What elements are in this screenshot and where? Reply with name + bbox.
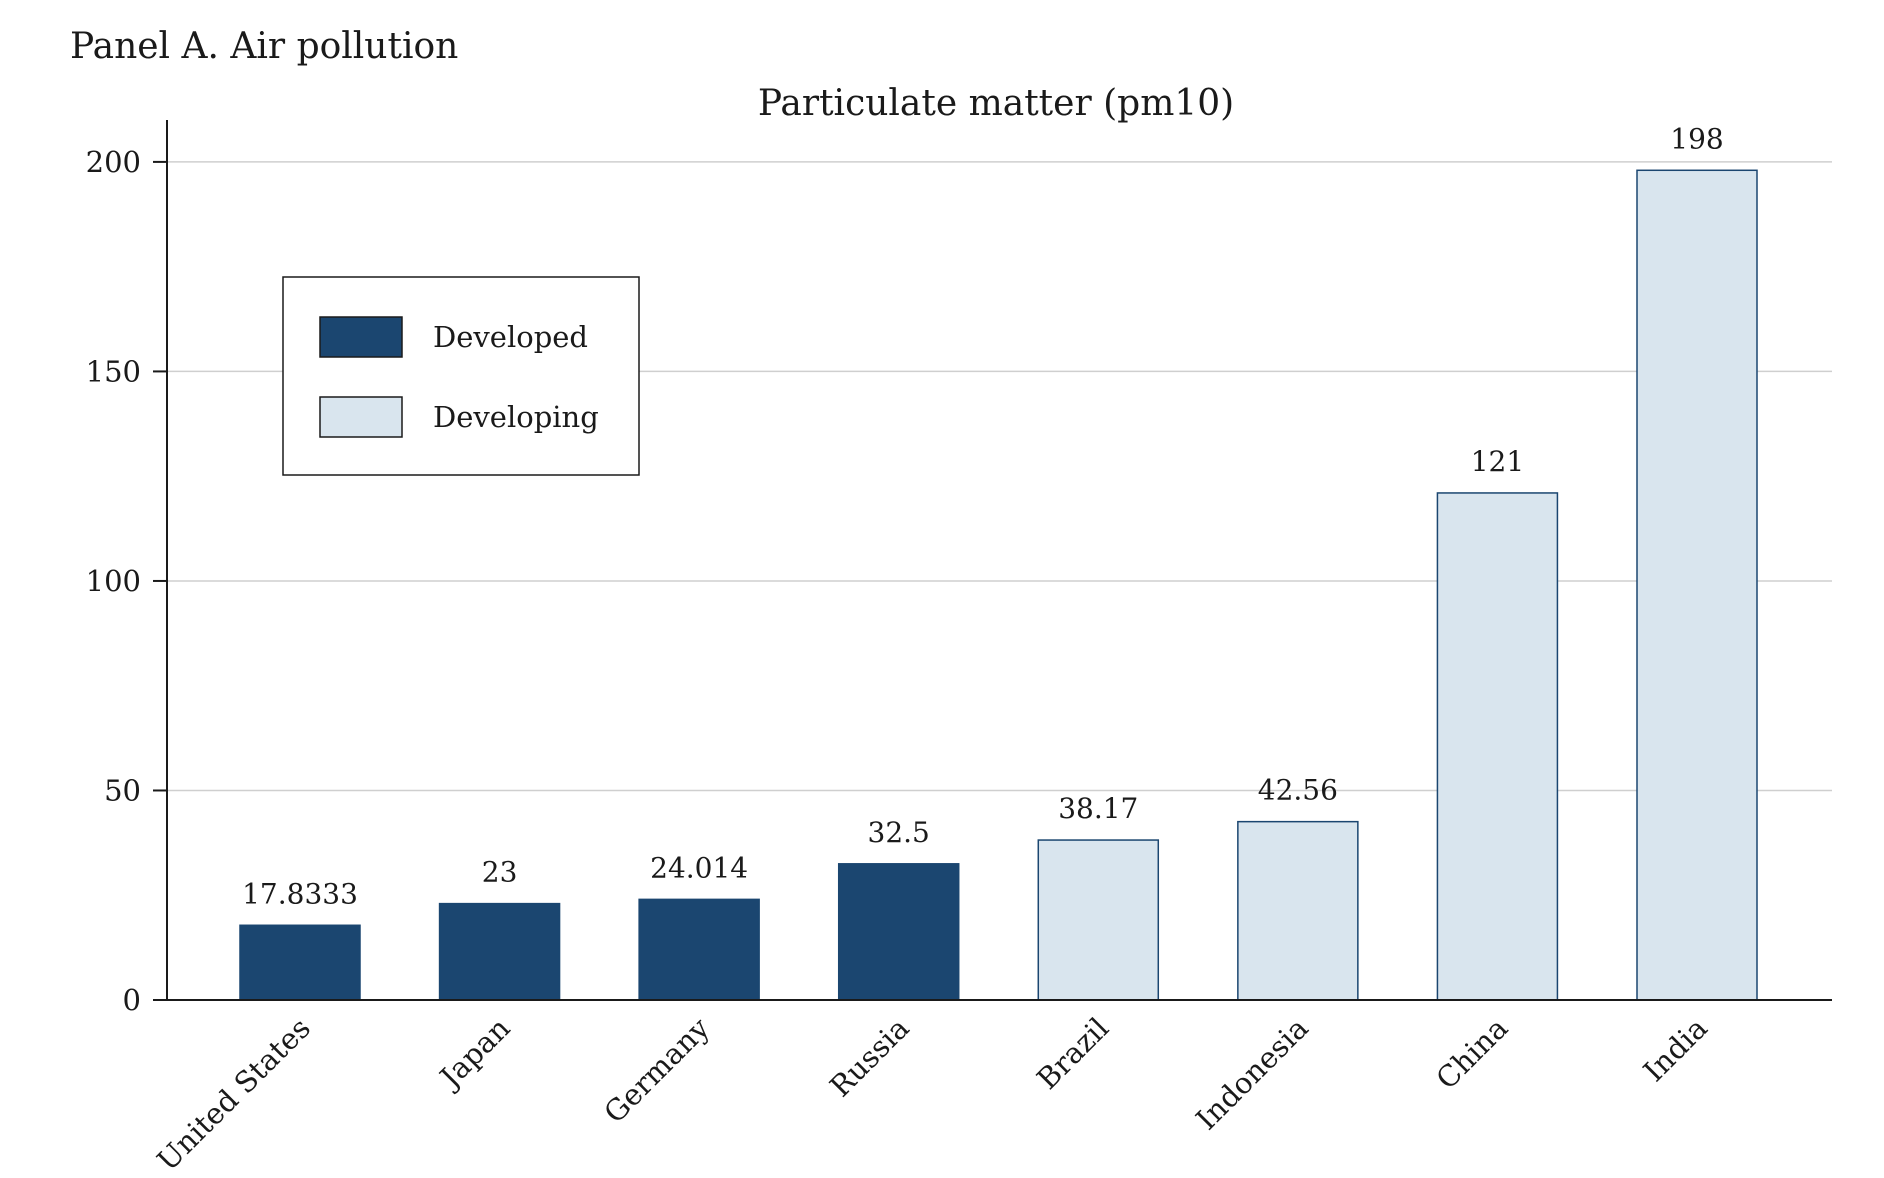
y-tick-label: 150: [86, 354, 141, 388]
legend-swatch-developing: [319, 396, 403, 438]
data-label: 121: [1471, 445, 1524, 478]
data-label: 32.5: [868, 816, 930, 849]
x-tick-label: Brazil: [1030, 1011, 1115, 1096]
legend-label: Developing: [433, 400, 599, 434]
legend-label: Developed: [433, 320, 588, 354]
x-tick-label: Indonesia: [1189, 1011, 1314, 1136]
bar-germany: [638, 898, 760, 1001]
y-tick-label: 0: [123, 983, 141, 1017]
axes: [153, 120, 1832, 1001]
x-tick-label: China: [1429, 1011, 1514, 1096]
y-tick-label: 100: [86, 564, 141, 598]
data-label: 17.8333: [242, 877, 358, 910]
legend-box: [282, 276, 640, 476]
data-label: 24.014: [650, 851, 748, 884]
x-tick-label: India: [1637, 1011, 1714, 1088]
bar-russia: [837, 863, 960, 1001]
data-label: 23: [482, 856, 518, 889]
bar-china: [1436, 492, 1559, 1001]
gridlines: [167, 161, 1832, 792]
legend: Developed Developing: [282, 276, 640, 476]
legend-swatch-developed: [319, 316, 403, 358]
chart-title: Particulate matter (pm10): [758, 83, 1234, 124]
x-tick-label: Russia: [823, 1011, 916, 1104]
bar-india: [1636, 169, 1758, 1001]
x-tick-label: Germany: [597, 1010, 716, 1129]
bar-japan: [438, 902, 561, 1001]
data-label: 42.56: [1258, 774, 1338, 807]
x-tick-label: Japan: [431, 1011, 516, 1096]
y-tick-label: 200: [86, 145, 141, 179]
y-tick-label: 50: [104, 773, 141, 807]
data-label: 198: [1670, 122, 1723, 155]
bar-indonesia: [1237, 820, 1359, 1001]
x-tick-label: United States: [150, 1011, 317, 1178]
data-label: 38.17: [1058, 792, 1138, 825]
bars: [239, 169, 1758, 1001]
bar-brazil: [1037, 839, 1160, 1001]
bar-united-states: [239, 924, 361, 1001]
panel-title: Panel A. Air pollution: [70, 26, 458, 67]
